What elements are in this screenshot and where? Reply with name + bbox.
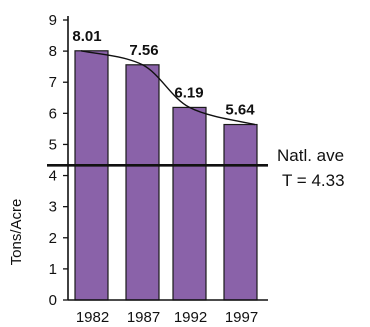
y-tick-label: 8 — [49, 43, 57, 60]
bar-series — [74, 50, 258, 301]
y-tick-label: 7 — [49, 74, 57, 91]
y-tick-label: 6 — [49, 105, 57, 122]
x-tick-label: 1997 — [225, 309, 258, 326]
data-labels: 8.01 7.56 6.19 5.64 — [72, 28, 255, 119]
y-tick-label: 1 — [49, 261, 57, 278]
y-tick-label: 9 — [49, 12, 57, 29]
data-label: 7.56 — [129, 42, 158, 59]
y-tick-label: 3 — [49, 199, 57, 216]
x-tick-label: 1992 — [174, 309, 207, 326]
trend-curve-group — [80, 50, 256, 126]
bar — [125, 64, 160, 301]
bar — [172, 106, 207, 301]
y-tick-label: 0 — [49, 292, 57, 309]
reference-label-line1: Natl. ave — [277, 146, 344, 165]
data-label: 6.19 — [174, 84, 203, 101]
x-axis-labels: 1982 1987 1992 1997 — [76, 309, 258, 326]
trend-curve — [80, 50, 256, 126]
y-tick-label: 5 — [49, 136, 57, 153]
reference-label-line2: T = 4.33 — [282, 171, 345, 190]
y-tick-label: 4 — [49, 168, 57, 185]
bar — [223, 123, 258, 301]
x-tick-label: 1987 — [127, 309, 160, 326]
x-tick-label: 1982 — [76, 309, 109, 326]
data-label: 5.64 — [225, 102, 255, 119]
data-label: 8.01 — [72, 28, 101, 45]
axes — [67, 16, 268, 301]
y-axis-ticks: 0 1 2 3 4 5 6 7 8 9 — [49, 12, 68, 309]
y-tick-label: 2 — [49, 230, 57, 247]
bar — [74, 50, 109, 301]
y-axis-title: Tons/Acre — [8, 199, 25, 266]
